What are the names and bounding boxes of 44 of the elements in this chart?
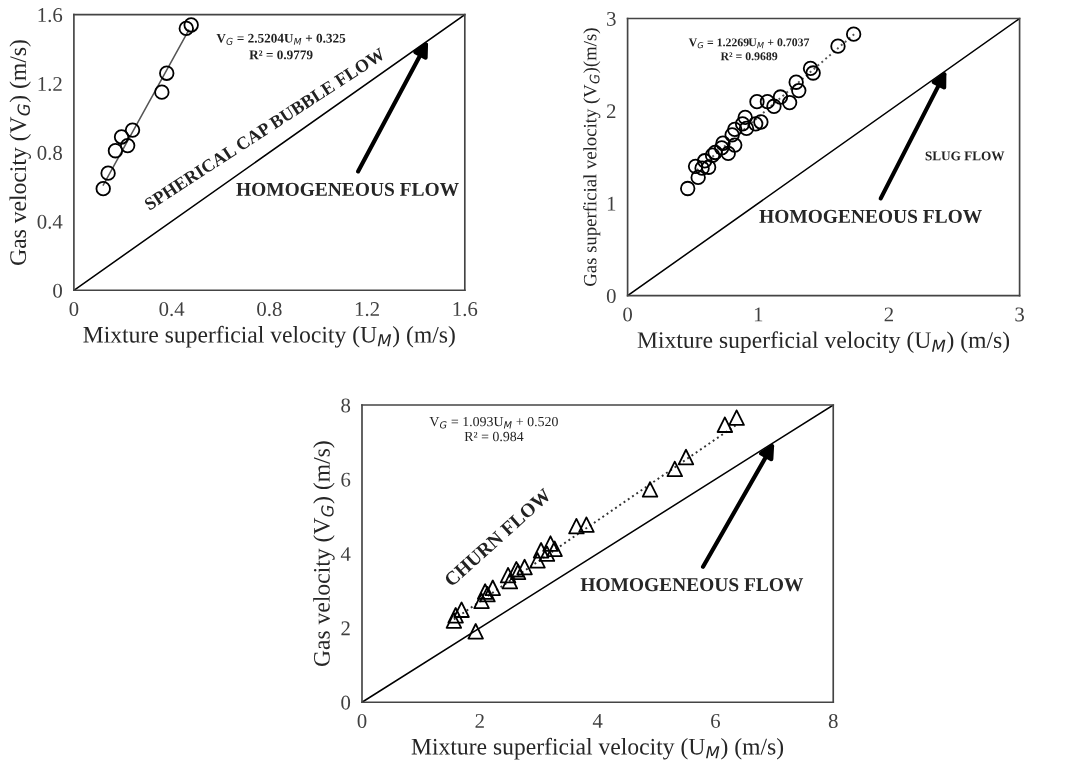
- y-axis-title: Gas velocity (V$_{G}$) (m/s): [9, 40, 31, 265]
- y-tick-label: 1.6: [38, 8, 63, 23]
- y-tick-label: 2: [606, 104, 616, 119]
- x-tick-label: 4: [592, 714, 603, 728]
- y-tick-label: 1.2: [38, 76, 62, 92]
- y-tick-label: 0.4: [37, 214, 63, 229]
- y-axis-title: Gas velocity (V$_{G}$) (m/s): [313, 441, 335, 667]
- annotation: V$_{G}$ = 1.093U$_{M}$ + 0.520: [429, 416, 558, 429]
- annotation: R² = 0.9779: [249, 50, 313, 60]
- y-tick-label: 0: [53, 283, 62, 298]
- y-tick-label: 0.8: [37, 145, 62, 160]
- y-tick-label: 4: [340, 547, 351, 561]
- annotation: HOMOGENEOUS FLOW: [236, 182, 459, 197]
- x-tick-label: 2: [884, 307, 893, 322]
- y-axis-title: Gas superficial velocity (V$_{G}$)(m/s): [583, 28, 601, 286]
- y-tick-label: 0: [341, 695, 351, 710]
- x-tick-label: 0: [357, 713, 367, 729]
- y-tick-label: 1: [607, 196, 616, 211]
- y-tick-label: 6: [341, 472, 351, 487]
- y-tick-label: 2: [341, 621, 350, 636]
- x-tick-label: 0.4: [159, 302, 185, 317]
- x-axis-title: Mixture superficial velocity (U$_{M}$) (m/s): [411, 737, 784, 760]
- x-tick-label: 0: [69, 302, 79, 317]
- x-tick-label: 1.2: [355, 302, 379, 317]
- y-tick-label: 0: [606, 289, 616, 304]
- x-tick-label: 1.6: [453, 302, 478, 317]
- annotation: V$_{G}$ = 2.5204U$_{M}$ + 0.325: [216, 33, 346, 45]
- annotation: R² = 0.9689: [720, 52, 778, 61]
- x-axis-title: Mixture superficial velocity (U$_{M}$) (m/s): [83, 325, 455, 348]
- annotation: HOMOGENEOUS FLOW: [759, 209, 982, 224]
- x-tick-label: 3: [1015, 307, 1024, 322]
- x-tick-label: 2: [475, 714, 484, 728]
- y-tick-label: 8: [341, 398, 351, 413]
- annotation: V$_{G}$ = 1.2269U$_{M}$ + 0.7037: [688, 38, 810, 49]
- annotation: HOMOGENEOUS FLOW: [580, 578, 804, 592]
- x-axis-title: Mixture superficial velocity (U$_{M}$) (m/s): [637, 331, 1010, 353]
- x-tick-label: 8: [828, 713, 838, 729]
- y-tick-label: 3: [607, 11, 616, 26]
- x-tick-label: 0: [623, 307, 633, 322]
- annotation: SLUG FLOW: [925, 151, 1005, 161]
- x-tick-label: 1: [754, 307, 763, 322]
- x-tick-label: 0.8: [257, 302, 282, 317]
- annotation: R² = 0.984: [464, 431, 524, 442]
- x-tick-label: 6: [711, 714, 721, 729]
